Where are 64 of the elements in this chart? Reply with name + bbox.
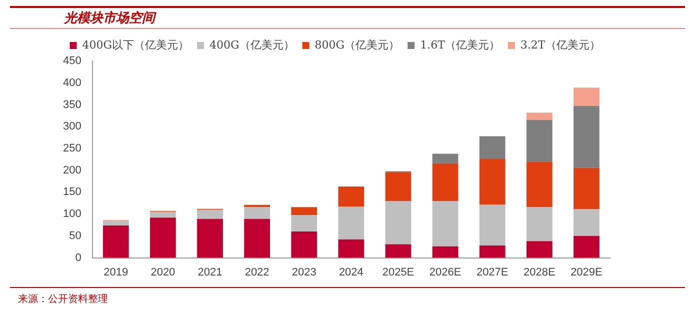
x-tick-label: 2026E bbox=[429, 266, 462, 278]
bar bbox=[244, 204, 270, 208]
bar bbox=[479, 204, 506, 246]
bar bbox=[150, 211, 176, 218]
bar bbox=[102, 225, 129, 258]
legend-label: 3.2T（亿美元） bbox=[520, 38, 600, 52]
y-tick-label: 0 bbox=[75, 252, 82, 264]
bar bbox=[338, 206, 364, 240]
bar bbox=[526, 207, 552, 242]
y-tick-label: 50 bbox=[69, 230, 82, 242]
x-tick-label: 2020 bbox=[150, 266, 176, 278]
legend-label: 400G（亿美元） bbox=[210, 38, 294, 52]
bar bbox=[574, 106, 600, 168]
y-tick-label: 200 bbox=[62, 164, 82, 176]
y-tick-label: 350 bbox=[62, 98, 82, 111]
bar bbox=[244, 207, 270, 219]
y-tick-label: 450 bbox=[62, 55, 82, 68]
bar bbox=[385, 172, 412, 201]
bar bbox=[574, 209, 600, 236]
bar bbox=[432, 163, 458, 201]
x-tick-label: 2029E bbox=[570, 266, 602, 278]
x-tick-label: 2025E bbox=[382, 266, 414, 278]
bar bbox=[197, 218, 223, 258]
bar bbox=[432, 246, 458, 258]
bar bbox=[338, 239, 364, 258]
y-tick-label: 250 bbox=[62, 142, 82, 154]
bar bbox=[291, 232, 318, 258]
legend-label: 1.6T（亿美元） bbox=[420, 38, 500, 52]
bar bbox=[197, 210, 223, 219]
bar bbox=[574, 168, 600, 210]
bar bbox=[432, 200, 458, 246]
y-tick-label: 100 bbox=[62, 208, 82, 220]
bar bbox=[150, 218, 176, 258]
x-tick-label: 2021 bbox=[198, 266, 222, 278]
bar bbox=[291, 214, 318, 232]
legend-label: 400G以下（亿美元） bbox=[82, 38, 190, 52]
legend-label: 800G（亿美元） bbox=[314, 38, 400, 52]
bar bbox=[526, 241, 552, 258]
y-tick-label: 300 bbox=[62, 120, 82, 133]
x-tick-label: 2023 bbox=[292, 266, 316, 278]
bar bbox=[385, 244, 412, 258]
chart-title: 光模块市场空间 bbox=[64, 10, 155, 27]
bar bbox=[432, 154, 458, 164]
bar bbox=[338, 186, 364, 207]
bar bbox=[526, 162, 552, 208]
bar bbox=[479, 136, 506, 159]
x-tick-label: 2024 bbox=[338, 266, 364, 278]
bar bbox=[526, 120, 552, 162]
bar bbox=[479, 158, 506, 204]
bar bbox=[244, 218, 270, 258]
x-tick-label: 2022 bbox=[244, 266, 270, 278]
bar bbox=[291, 207, 318, 215]
bar bbox=[574, 88, 600, 106]
bar bbox=[102, 220, 129, 226]
bar bbox=[526, 112, 552, 120]
x-tick-label: 2019 bbox=[104, 266, 128, 278]
bar bbox=[385, 200, 412, 244]
x-tick-label: 2028E bbox=[524, 266, 556, 278]
bar bbox=[479, 246, 506, 258]
y-tick-label: 150 bbox=[62, 186, 82, 198]
source-note: 来源：公开资料整理 bbox=[18, 292, 108, 306]
x-tick-label: 2027E bbox=[476, 266, 508, 278]
bar bbox=[574, 236, 600, 258]
y-tick-label: 400 bbox=[62, 76, 82, 89]
